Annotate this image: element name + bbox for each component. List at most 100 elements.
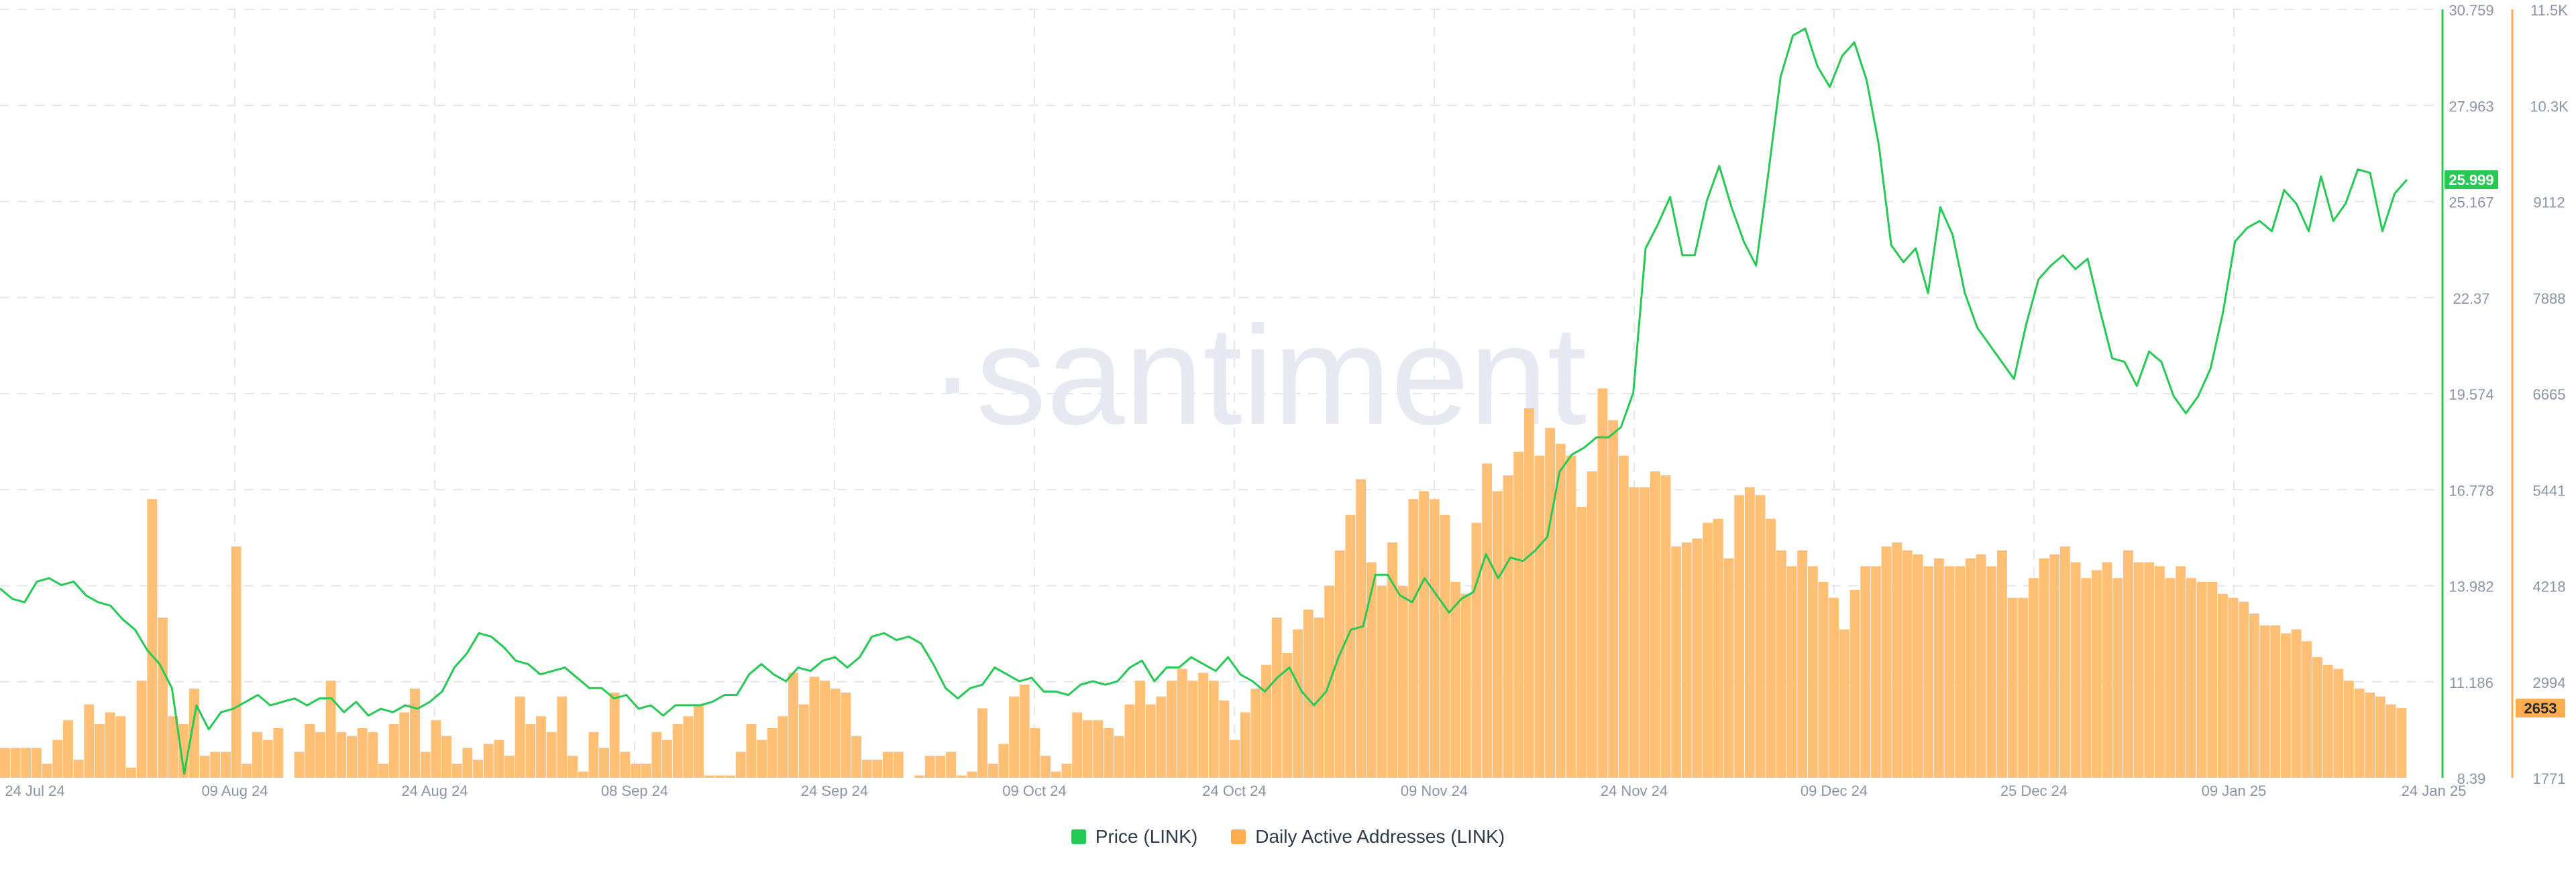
addresses-bar bbox=[1902, 550, 1913, 778]
addresses-bar bbox=[0, 748, 10, 778]
addresses-bar bbox=[1650, 471, 1660, 778]
addresses-bar bbox=[2333, 668, 2344, 778]
addresses-bar bbox=[935, 756, 946, 778]
addresses-bar bbox=[473, 760, 483, 778]
addresses-bar bbox=[746, 724, 757, 778]
addresses-bar bbox=[1755, 495, 1766, 778]
addresses-bar bbox=[1282, 653, 1293, 778]
y-right-tick-label: 6665 bbox=[2533, 386, 2566, 403]
addresses-bar bbox=[1156, 696, 1167, 778]
addresses-bar bbox=[1513, 451, 1524, 778]
addresses-bar bbox=[2049, 554, 2060, 778]
y-left-tick-label: 22.37 bbox=[2453, 290, 2489, 307]
addresses-bar bbox=[1114, 736, 1124, 778]
addresses-bar bbox=[347, 736, 357, 778]
addresses-bar bbox=[399, 712, 410, 778]
legend-label-price: Price (LINK) bbox=[1095, 826, 1198, 847]
legend-item-addresses[interactable]: Daily Active Addresses (LINK) bbox=[1231, 826, 1505, 848]
addresses-bar bbox=[1429, 499, 1440, 778]
addresses-bar bbox=[1104, 727, 1114, 778]
addresses-bar bbox=[1681, 542, 1692, 778]
addresses-bar bbox=[2018, 597, 2029, 778]
addresses-bar bbox=[2270, 625, 2281, 778]
addresses-bar bbox=[1387, 542, 1398, 778]
addresses-bar bbox=[2070, 562, 2081, 778]
addresses-bar bbox=[2217, 593, 2228, 778]
addresses-bar bbox=[1261, 664, 1272, 778]
y-left-tick-label: 11.186 bbox=[2449, 675, 2493, 691]
addresses-bar bbox=[10, 748, 21, 778]
addresses-bar bbox=[1293, 629, 1303, 778]
addresses-bar bbox=[588, 732, 599, 778]
addresses-bar bbox=[1965, 558, 1976, 778]
addresses-bar bbox=[620, 752, 631, 778]
addresses-bar bbox=[893, 752, 904, 778]
addresses-bar bbox=[189, 689, 199, 778]
addresses-bar bbox=[2112, 578, 2123, 778]
addresses-bar bbox=[2123, 550, 2133, 778]
addresses-bar bbox=[1849, 589, 1860, 778]
y-left-tick-label: 25.167 bbox=[2449, 194, 2493, 211]
addresses-bar bbox=[2133, 562, 2144, 778]
santiment-watermark: ·santiment bbox=[929, 296, 1587, 454]
addresses-bar bbox=[1187, 681, 1198, 778]
bars-layer bbox=[0, 388, 2407, 778]
addresses-bar bbox=[1250, 689, 1261, 778]
addresses-bar bbox=[1534, 455, 1545, 778]
addresses-bar bbox=[1503, 475, 1513, 778]
y-left-tick-label: 8.39 bbox=[2457, 770, 2486, 787]
addresses-bar bbox=[1482, 463, 1493, 778]
addresses-bar bbox=[105, 712, 115, 778]
addresses-bar bbox=[2102, 562, 2112, 778]
y-left-tick-label: 27.963 bbox=[2449, 98, 2493, 115]
addresses-bar bbox=[252, 732, 262, 778]
addresses-bar bbox=[1923, 566, 1934, 778]
addresses-bar bbox=[410, 689, 420, 778]
addresses-bar bbox=[441, 736, 451, 778]
addresses-bar bbox=[1145, 704, 1156, 778]
addresses-bar bbox=[788, 673, 798, 778]
addresses-bar bbox=[2343, 681, 2354, 778]
addresses-bar bbox=[725, 775, 735, 778]
addresses-bar bbox=[1019, 685, 1030, 778]
addresses-bar bbox=[1786, 566, 1797, 778]
addresses-bar bbox=[1051, 771, 1061, 778]
addresses-bar bbox=[830, 689, 841, 778]
addresses-bar bbox=[967, 771, 977, 778]
addresses-bar bbox=[672, 724, 683, 778]
addresses-bar bbox=[694, 704, 704, 778]
addresses-bar bbox=[2154, 566, 2165, 778]
addresses-bar bbox=[241, 763, 252, 778]
addresses-bar bbox=[1093, 720, 1104, 778]
addresses-bar bbox=[2165, 578, 2176, 778]
addresses-bar bbox=[1703, 522, 1713, 778]
addresses-bar bbox=[494, 740, 504, 778]
addresses-bar bbox=[1009, 696, 1020, 778]
addresses-bar bbox=[1986, 566, 1997, 778]
addresses-bar bbox=[1723, 558, 1734, 778]
addresses-bar bbox=[1440, 514, 1450, 778]
price-last-badge-label: 25.999 bbox=[2449, 172, 2493, 188]
addresses-bar bbox=[1734, 495, 1745, 778]
addresses-bar bbox=[662, 740, 672, 778]
chart-legend: Price (LINK) Daily Active Addresses (LIN… bbox=[0, 826, 2576, 848]
addresses-bar bbox=[2239, 601, 2249, 778]
addresses-bar bbox=[2081, 578, 2092, 778]
addresses-bar bbox=[631, 763, 641, 778]
addresses-bar bbox=[2059, 546, 2070, 778]
grid-layer bbox=[0, 9, 2442, 778]
addresses-bar bbox=[1587, 471, 1597, 778]
addresses-bar bbox=[704, 775, 714, 778]
addresses-bar bbox=[2396, 708, 2407, 778]
addresses-bar bbox=[2354, 689, 2365, 778]
addresses-bar bbox=[262, 740, 273, 778]
addresses-bar bbox=[820, 681, 830, 778]
addresses-bar bbox=[1366, 562, 1377, 778]
legend-item-price[interactable]: Price (LINK) bbox=[1071, 826, 1197, 848]
x-tick-label: 09 Jan 25 bbox=[2202, 782, 2267, 799]
addresses-bar bbox=[977, 708, 988, 778]
addresses-last-badge bbox=[2516, 699, 2565, 718]
addresses-bar bbox=[1208, 681, 1219, 778]
addresses-bar bbox=[987, 763, 998, 778]
addresses-bar bbox=[1713, 518, 1723, 778]
